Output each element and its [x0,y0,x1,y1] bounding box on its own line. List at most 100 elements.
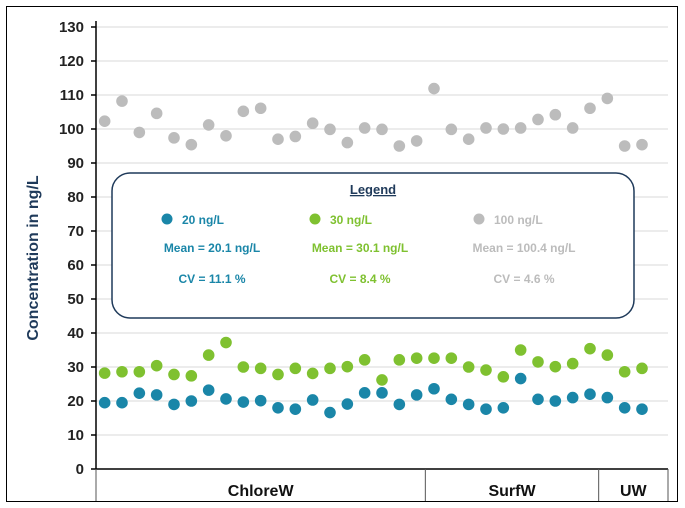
data-point [324,406,336,419]
data-point [566,357,579,370]
data-point [220,336,232,349]
data-point [358,354,371,366]
data-point [168,368,180,381]
data-point [601,349,614,361]
data-point [202,119,215,131]
chart-frame [6,6,678,502]
data-point [289,130,302,143]
legend-entry-mean: Mean = 30.1 ng/L [312,241,408,255]
data-point [480,403,492,415]
series-1 [98,336,648,386]
data-point [428,382,440,395]
data-point [445,352,458,364]
data-point [272,368,284,381]
data-point [324,123,336,136]
legend-marker [473,213,485,225]
data-point [185,138,198,151]
data-point [393,140,406,152]
data-point [358,387,371,399]
legend: Legend 20 ng/L Mean = 20.1 ng/L CV = 11.1 … [111,172,635,319]
data-point [480,364,492,376]
x-group-label: SurfW [488,483,536,500]
data-point [618,140,631,152]
legend-entry-mean: Mean = 100.4 ng/L [472,241,575,255]
data-point [254,362,267,375]
data-point [376,387,388,399]
y-tick-label: 40 [67,325,84,342]
data-point [601,92,614,105]
y-tick-label: 80 [67,189,84,206]
data-points [98,82,648,419]
series-2 [98,82,648,152]
y-tick-label: 30 [67,359,84,376]
data-point [254,102,267,115]
data-point [237,105,250,118]
data-point [514,122,527,134]
data-point [393,398,406,411]
data-point [549,395,562,407]
data-point [445,393,458,406]
legend-entry-cv: CV = 11.1 % [178,272,245,286]
data-point [514,372,527,385]
data-point [289,403,302,415]
x-group-label: UW [620,483,648,500]
data-point [532,393,544,406]
data-point [549,360,562,373]
data-point [98,367,111,379]
data-point [185,395,198,407]
y-tick-label: 70 [67,223,84,240]
data-point [116,365,128,378]
legend-entry-mean: Mean = 20.1 ng/L [164,241,260,255]
y-tick-label: 90 [67,155,84,172]
data-point [168,398,180,411]
y-tick-label: 20 [67,393,84,410]
data-point [480,122,492,134]
y-tick-label: 10 [67,427,84,444]
data-point [202,384,215,396]
y-tick-label: 120 [59,53,84,70]
legend-entry-label: 20 ng/L [182,213,224,227]
data-point [428,352,440,364]
data-point [636,403,648,415]
data-point [341,360,354,373]
data-point [272,133,284,145]
data-point [462,133,475,145]
data-point [306,367,319,380]
data-point [376,123,388,136]
data-point [220,130,232,142]
legend-entry-cv: CV = 4.6 % [493,272,554,286]
y-tick-label: 110 [60,87,84,104]
data-point [150,359,163,372]
data-point [376,374,388,386]
legend-entry-cv: CV = 8.4 % [329,272,390,286]
data-point [601,391,614,404]
series-0 [98,372,648,419]
data-point [341,398,354,410]
data-point [150,107,163,120]
data-point [584,342,596,355]
data-point [497,123,510,135]
data-point [116,95,128,107]
y-tick-label: 0 [76,461,84,478]
data-point [393,354,406,366]
data-point [324,362,336,375]
data-point [462,361,475,373]
y-tick-label: 100 [59,121,84,138]
data-point [584,102,596,115]
data-point [549,108,562,121]
data-point [116,396,128,409]
data-point [532,356,544,368]
x-group-label: ChloreW [228,483,295,500]
data-point [272,402,284,414]
data-point [220,393,232,405]
data-point [254,394,267,407]
data-point [566,122,579,134]
legend-title: Legend [350,182,396,197]
data-point [497,371,510,383]
legend-entry-label: 100 ng/L [494,213,543,227]
data-point [410,389,423,401]
legend-marker [161,213,173,225]
data-point [462,398,475,411]
x-axis-group-boxes: ChloreW SurfW UW [95,468,669,501]
data-point [566,391,579,404]
